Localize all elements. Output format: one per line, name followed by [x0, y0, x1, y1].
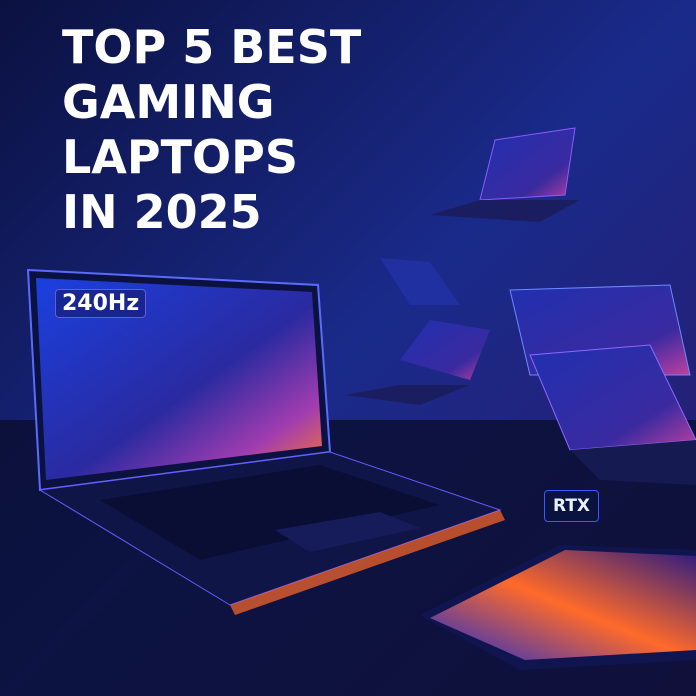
headline-line-2: GAMING	[62, 75, 275, 129]
headline-line-1: TOP 5 BEST	[62, 20, 362, 74]
laptop-back-top	[430, 127, 580, 222]
laptop-right-2	[529, 344, 696, 485]
rtx-badge: RTX	[544, 490, 600, 522]
tablet-bottom-right	[420, 545, 696, 670]
laptop-main	[26, 268, 505, 615]
headline: TOP 5 BEST GAMING LAPTOPS IN 2025	[62, 20, 361, 240]
headline-line-4: IN 2025	[62, 185, 262, 239]
laptop-back-middle	[345, 258, 490, 405]
headline-line-3: LAPTOPS	[62, 130, 298, 184]
refresh-rate-badge: 240Hz	[55, 289, 147, 318]
